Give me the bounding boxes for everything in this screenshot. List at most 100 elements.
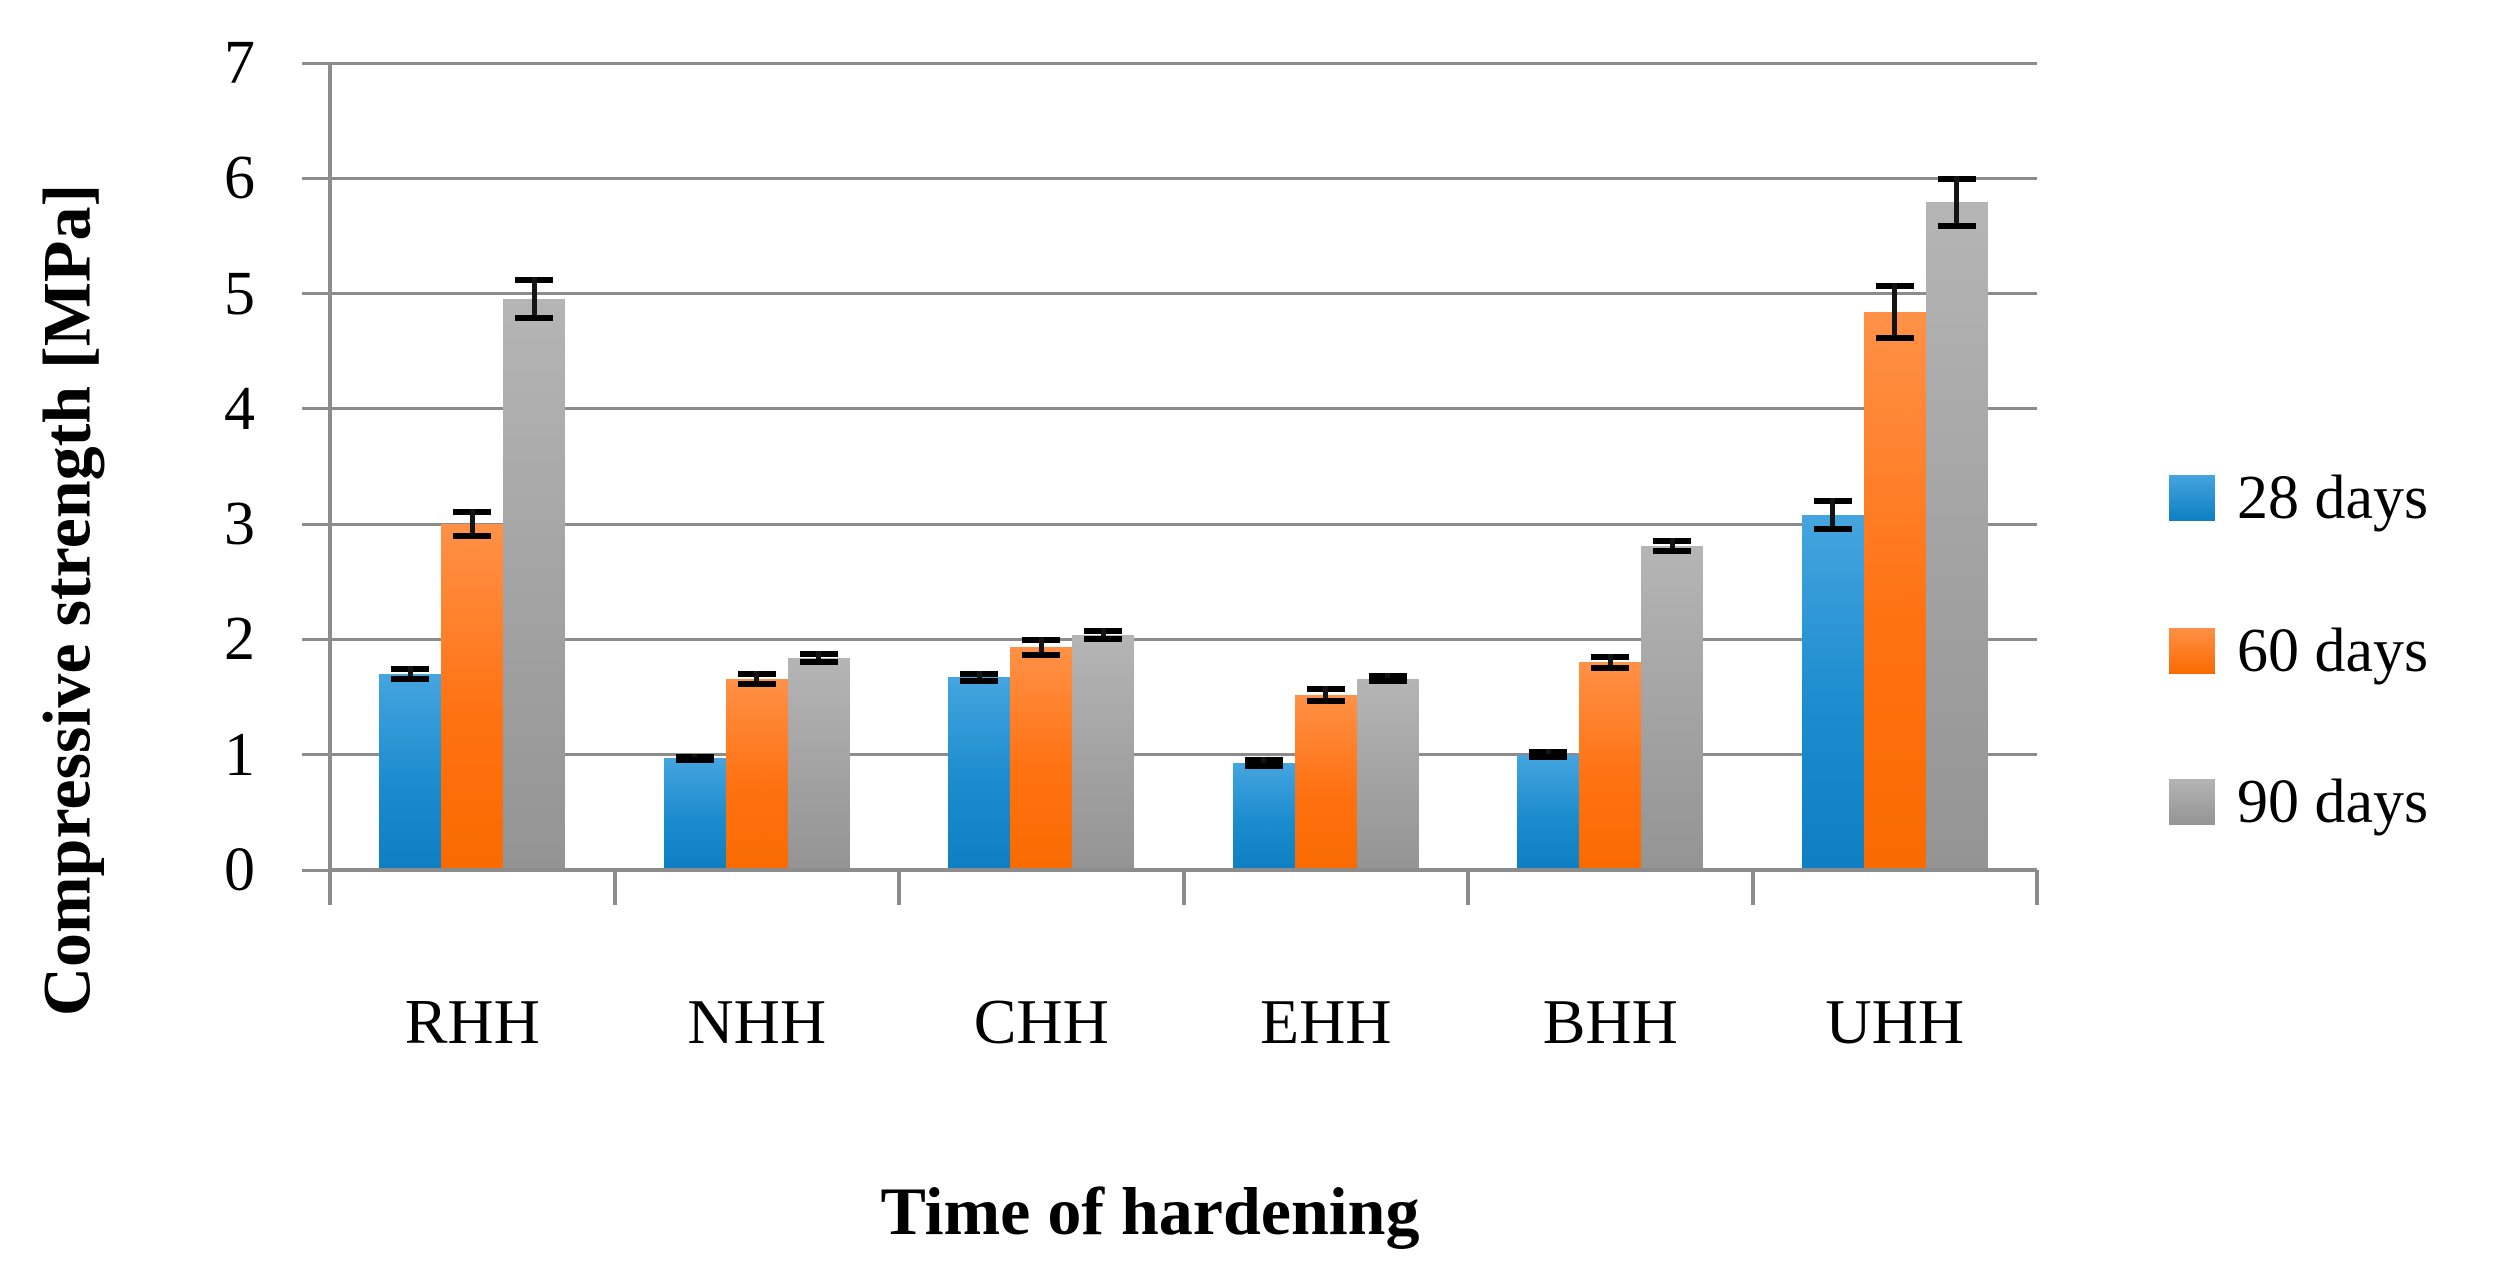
bar-chh-60-days [1010,647,1073,870]
y-axis-line [328,63,332,905]
gridline [330,292,2037,296]
y-tick-label: 1 [224,720,255,789]
x-tick-mark [1181,870,1186,905]
error-bar [1875,283,1914,341]
legend-label: 60 days [2237,617,2429,685]
bar-uhh-90-days [1925,202,1988,870]
bar-chh-28-days [948,677,1011,870]
error-bar-cap [1084,635,1123,642]
error-bar-cap [1813,526,1852,533]
error-bar-stem [754,670,760,687]
error-bar [675,753,714,763]
error-bar-stem [1954,175,1960,229]
legend-label: 90 days [2237,768,2429,836]
error-bar-cap [737,680,776,687]
error-bar-cap [799,658,838,665]
bar-chh-90-days [1072,634,1135,870]
error-bar-stem [1892,283,1898,341]
gridline [330,176,2037,180]
error-bar-cap [453,533,492,540]
legend-entry-28-days: 28 days [2169,464,2508,532]
error-bar [515,277,554,322]
error-bar-cap [391,676,430,683]
error-bar-stem [407,665,413,683]
error-bar [1306,685,1345,704]
error-bar [960,670,999,685]
error-bar-cap [1653,548,1692,555]
error-bar [1653,537,1692,555]
error-bar-cap [1875,334,1914,341]
error-bar-stem [1669,537,1675,555]
error-bar-stem [1038,637,1044,658]
error-bar [1244,757,1283,769]
error-bar-cap [960,678,999,685]
error-bar [1368,672,1407,685]
x-category-label-chh: CHH [973,986,1109,1057]
error-bar-cap [1306,697,1345,704]
x-tick-mark [612,870,617,905]
y-tick-mark [302,522,330,526]
error-bar [799,650,838,665]
y-tick-mark [302,868,330,872]
error-bar-cap [1591,664,1630,671]
y-tick-mark [302,292,330,296]
x-tick-mark [897,870,901,905]
legend-entry-60-days: 60 days [2169,617,2508,685]
error-bar [1591,654,1630,671]
gridline [330,637,2037,641]
y-tick-label: 2 [224,605,255,674]
error-bar [1022,637,1061,658]
y-tick-mark [302,61,330,65]
gridline [330,753,2037,757]
gridline [330,61,2037,65]
x-tick-mark [328,870,332,905]
error-bar [737,670,776,687]
bar-ehh-90-days [1356,678,1419,870]
error-bar [391,665,430,683]
bar-rhh-28-days [379,674,442,870]
error-bar-stem [531,277,537,322]
y-tick-label: 4 [224,374,255,443]
bar-nhh-90-days [787,657,850,870]
gridline [330,522,2037,526]
x-category-label-nhh: NHH [687,986,827,1057]
bar-ehh-60-days [1294,694,1357,870]
error-bar-cap [1529,754,1568,761]
error-bar-stem [816,650,822,665]
legend-label: 28 days [2237,464,2429,532]
x-tick-mark [1750,870,1755,905]
error-bar-cap [1244,762,1283,769]
error-bar-stem [1323,685,1329,704]
y-tick-label: 5 [224,259,255,328]
x-category-label-bhh: BHH [1542,986,1678,1057]
bar-uhh-28-days [1801,514,1864,870]
bar-uhh-60-days [1863,312,1926,870]
error-bar-stem [976,670,982,685]
bar-nhh-28-days [663,758,726,870]
y-tick-label: 6 [224,144,255,213]
x-tick-mark [2035,870,2039,905]
error-bar-stem [1607,654,1613,671]
error-bar [1084,627,1123,642]
error-bar [1813,497,1852,533]
error-bar-cap [1022,651,1061,658]
y-tick-mark [302,407,330,411]
error-bar [453,509,492,540]
error-bar-cap [515,315,554,322]
y-tick-mark [302,176,330,180]
error-bar [1529,748,1568,761]
x-category-label-rhh: RHH [404,986,540,1057]
error-bar-cap [1937,223,1976,229]
legend-swatch [2169,475,2215,521]
error-bar-stem [469,509,475,540]
y-tick-mark [302,753,330,757]
x-category-label-ehh: EHH [1259,986,1392,1057]
legend-entry-90-days: 90 days [2169,768,2508,836]
x-category-label-uhh: UHH [1825,986,1965,1057]
y-tick-mark [302,637,330,641]
error-bar [1937,175,1976,229]
gridline [330,407,2037,411]
bar-ehh-28-days [1232,762,1295,870]
bar-rhh-60-days [441,524,504,870]
